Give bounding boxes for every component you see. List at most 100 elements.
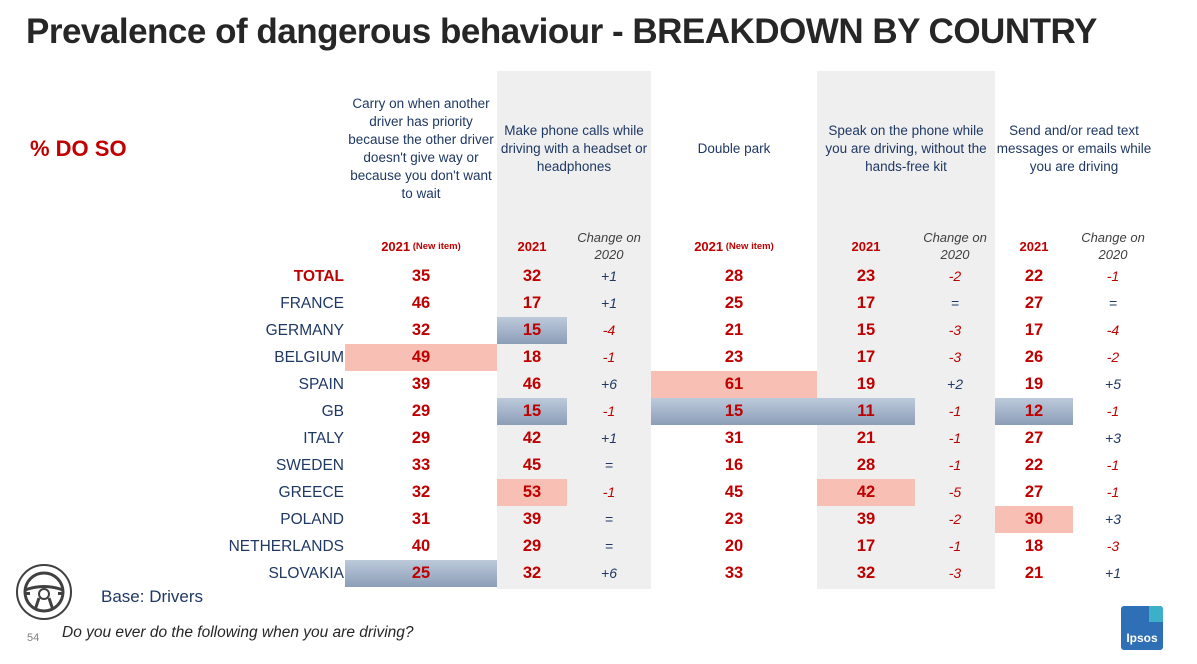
change-cell: = (604, 511, 614, 527)
year-header: 2021 (New item) (651, 226, 817, 266)
column-header: Speak on the phone while you are driving… (825, 123, 987, 174)
column-header: Carry on when another driver has priorit… (348, 96, 494, 201)
value-cell: 39 (522, 510, 542, 528)
change-cell: -1 (602, 349, 616, 365)
row-label: SPAIN (298, 376, 344, 393)
change-cell: -3 (948, 349, 962, 365)
value-cell: 31 (724, 429, 744, 447)
value-cell: 17 (1024, 321, 1044, 339)
change-cell: = (604, 538, 614, 554)
value-cell: 29 (522, 537, 542, 555)
row-label: GB (321, 403, 344, 420)
value-cell: 27 (1024, 429, 1044, 447)
value-cell: 32 (522, 564, 542, 582)
value-cell: 16 (724, 456, 744, 474)
value-cell: 30 (995, 506, 1073, 533)
value-cell: 15 (856, 321, 876, 339)
change-cell: = (604, 457, 614, 473)
value-cell: 40 (411, 537, 431, 555)
page-number: 54 (27, 632, 40, 644)
year-label: 2021 (1019, 238, 1049, 254)
value-cell: 32 (411, 321, 431, 339)
change-cell: +6 (601, 565, 617, 581)
value-cell: 39 (856, 510, 876, 528)
value-cell: 46 (411, 294, 431, 312)
steering-wheel-icon (16, 564, 72, 620)
change-cell: -2 (1106, 349, 1120, 365)
value-cell: 32 (411, 483, 431, 501)
value-cell: 33 (411, 456, 431, 474)
value-cell: 45 (724, 483, 744, 501)
change-cell: -2 (948, 511, 962, 527)
row-label: SLOVAKIA (268, 565, 344, 582)
base-label: Base: Drivers (101, 587, 204, 606)
change-cell: = (1108, 295, 1118, 311)
change-cell: +3 (1105, 511, 1121, 527)
value-cell: 26 (1024, 348, 1044, 366)
value-cell: 21 (856, 429, 876, 447)
change-cell: -2 (948, 268, 962, 284)
change-cell: -4 (1106, 322, 1120, 338)
value-cell: 28 (856, 456, 876, 474)
change-cell: -5 (948, 484, 962, 500)
change-cell: +1 (601, 268, 617, 284)
year-label: 2021 (517, 238, 547, 254)
row-label: SWEDEN (275, 457, 344, 474)
value-cell: 31 (411, 510, 431, 528)
value-cell: 22 (1024, 267, 1044, 285)
value-cell: 49 (345, 344, 497, 371)
value-cell: 61 (651, 371, 817, 398)
value-cell: 21 (1024, 564, 1044, 582)
change-cell: +1 (601, 430, 617, 446)
row-label: BELGIUM (274, 349, 344, 366)
value-cell: 46 (522, 375, 542, 393)
change-cell: -1 (948, 430, 962, 446)
value-cell: 18 (1024, 537, 1044, 555)
value-cell: 18 (522, 348, 542, 366)
change-cell: -3 (1106, 538, 1120, 554)
value-cell: 23 (856, 267, 876, 285)
change-cell: -1 (602, 484, 616, 500)
value-cell: 29 (411, 402, 431, 420)
row-label: TOTAL (293, 268, 344, 285)
row-label: NETHERLANDS (228, 538, 344, 555)
change-cell: -1 (948, 538, 962, 554)
value-cell: 25 (724, 294, 744, 312)
change-cell: -1 (1106, 457, 1120, 473)
row-label: ITALY (303, 430, 344, 447)
column-header: Send and/or read text messages or emails… (996, 123, 1152, 174)
value-cell: 33 (724, 564, 744, 582)
year-label: 2021 (851, 238, 881, 254)
change-cell: -1 (1106, 268, 1120, 284)
value-cell: 39 (411, 375, 431, 393)
value-cell: 23 (724, 510, 744, 528)
value-cell: 28 (724, 267, 744, 285)
year-label: 2021 (381, 238, 411, 254)
value-cell: 23 (724, 348, 744, 366)
value-cell: 17 (856, 348, 876, 366)
measure-label: % DO SO (30, 136, 127, 161)
change-cell: +1 (1105, 565, 1121, 581)
value-cell: 53 (497, 479, 567, 506)
change-header: Change on 2020 (923, 230, 987, 262)
survey-question: Do you ever do the following when you ar… (62, 624, 414, 641)
value-cell: 19 (1024, 375, 1044, 393)
value-cell: 42 (522, 429, 542, 447)
value-cell: 32 (522, 267, 542, 285)
row-label: FRANCE (280, 295, 344, 312)
value-cell: 15 (651, 398, 817, 425)
change-header: Change on 2020 (577, 230, 641, 262)
change-header: Change on 2020 (1081, 230, 1145, 262)
ipsos-logo: Ipsos (1121, 606, 1163, 650)
change-cell: +3 (1105, 430, 1121, 446)
value-cell: 20 (724, 537, 744, 555)
logo-text: Ipsos (1126, 631, 1158, 645)
change-cell: -3 (948, 565, 962, 581)
year-header: 2021 (497, 226, 567, 266)
value-cell: 32 (856, 564, 876, 582)
row-label: GERMANY (265, 322, 344, 339)
value-cell: 15 (497, 317, 567, 344)
value-cell: 27 (1024, 294, 1044, 312)
value-cell: 19 (856, 375, 876, 393)
change-cell: -1 (1106, 403, 1120, 419)
